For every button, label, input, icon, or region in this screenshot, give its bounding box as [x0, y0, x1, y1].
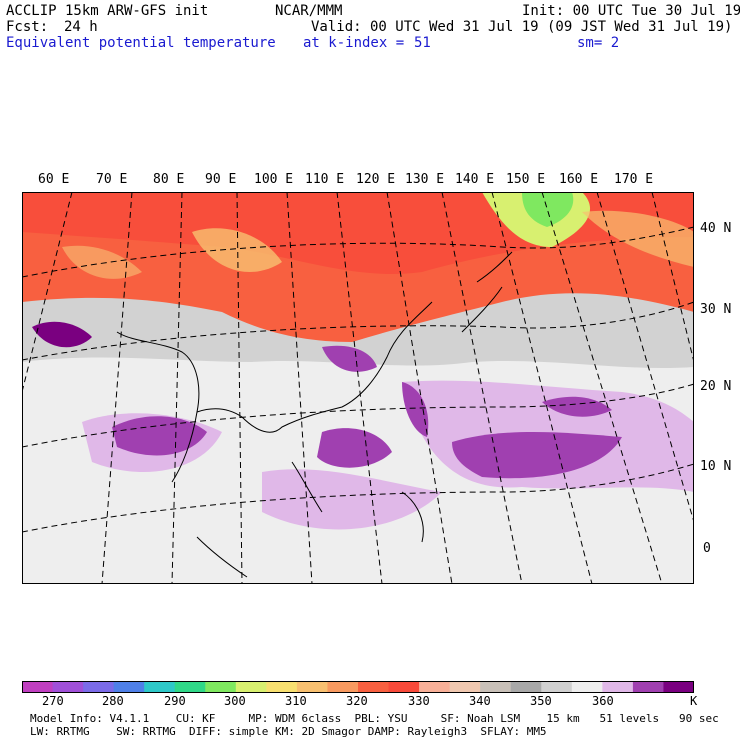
colorbar-tick: 320	[346, 694, 368, 708]
colorbar-swatch	[663, 681, 694, 693]
lon-label: 90 E	[205, 172, 237, 187]
colorbar-tick: 310	[285, 694, 307, 708]
lat-label: 20 N	[700, 379, 732, 394]
colorbar-swatch	[327, 681, 359, 693]
equivalent-potential-temperature-map	[22, 192, 694, 584]
field-name: Equivalent potential temperature	[6, 35, 276, 51]
forecast-label: Fcst:	[6, 19, 49, 35]
valid-time: Valid: 00 UTC Wed 31 Jul 19 (09 JST Wed …	[311, 19, 733, 35]
lon-label: 140 E	[455, 172, 495, 187]
colorbar-swatch	[419, 681, 451, 693]
level-label: at k-index =	[303, 35, 405, 51]
lon-label: 150 E	[506, 172, 546, 187]
colorbar-swatch	[266, 681, 298, 693]
lon-label: 70 E	[96, 172, 128, 187]
lon-label: 80 E	[153, 172, 185, 187]
colorbar-swatch	[449, 681, 481, 693]
model-info-line1: Model Info: V4.1.1 CU: KF MP: WDM 6class…	[30, 712, 719, 725]
colorbar-swatch	[510, 681, 542, 693]
colorbar-swatch	[113, 681, 145, 693]
colorbar-tick: 360	[592, 694, 614, 708]
colorbar-swatch	[602, 681, 634, 693]
colorbar-tick: 350	[530, 694, 552, 708]
colorbar-border	[22, 681, 694, 693]
lat-label: 30 N	[700, 302, 732, 317]
lon-label: 130 E	[405, 172, 445, 187]
colorbar-swatch	[632, 681, 664, 693]
colorbar-tick: 330	[408, 694, 430, 708]
lon-label: 160 E	[559, 172, 599, 187]
model-info-line2: LW: RRTMG SW: RRTMG DIFF: simple KM: 2D …	[30, 725, 547, 738]
colorbar-swatch	[22, 681, 54, 693]
init-time: Init: 00 UTC Tue 30 Jul 19	[522, 3, 740, 19]
colorbar-tick: 280	[102, 694, 124, 708]
colorbar-swatch	[480, 681, 512, 693]
colorbar	[22, 681, 694, 693]
colorbar-swatch	[235, 681, 267, 693]
colorbar-swatch	[571, 681, 603, 693]
colorbar-swatch	[541, 681, 573, 693]
lat-label: 40 N	[700, 221, 732, 236]
colorbar-swatch	[358, 681, 390, 693]
lat-label: 0	[703, 541, 711, 556]
model-title: ACCLIP 15km ARW-GFS init	[6, 3, 209, 19]
smoothing-label: sm= 2	[577, 35, 620, 51]
colorbar-tick: 340	[469, 694, 491, 708]
colorbar-swatch	[205, 681, 237, 693]
colorbar-tick: 300	[224, 694, 246, 708]
colorbar-swatch	[144, 681, 176, 693]
forecast-hours: 24 h	[64, 19, 98, 35]
colorbar-swatch	[52, 681, 84, 693]
colorbar-unit: K	[690, 694, 698, 708]
lon-label: 60 E	[38, 172, 70, 187]
colorbar-swatch	[174, 681, 206, 693]
level-value: 51	[414, 35, 431, 51]
lon-label: 120 E	[356, 172, 396, 187]
colorbar-tick: 290	[164, 694, 186, 708]
lat-label: 10 N	[700, 459, 732, 474]
colorbar-tick: 270	[42, 694, 64, 708]
colorbar-swatch	[388, 681, 420, 693]
lon-label: 100 E	[254, 172, 294, 187]
lon-label: 170 E	[614, 172, 654, 187]
org-label: NCAR/MMM	[275, 3, 343, 19]
colorbar-swatch	[83, 681, 115, 693]
lon-label: 110 E	[305, 172, 345, 187]
colorbar-swatch	[296, 681, 328, 693]
